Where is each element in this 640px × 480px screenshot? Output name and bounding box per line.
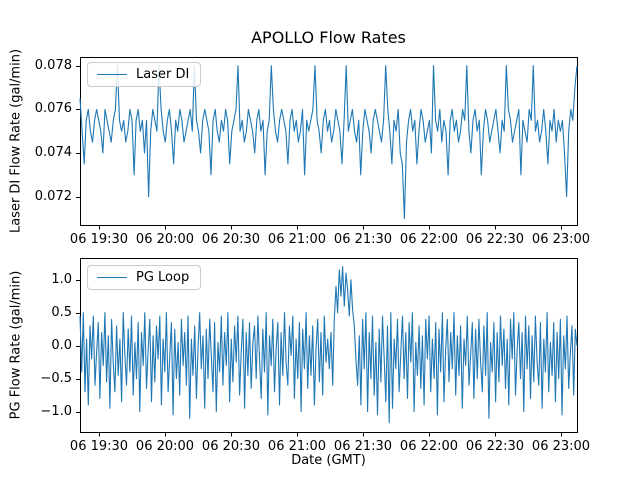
x-tick-label-laser-di: 06 22:30 bbox=[465, 232, 525, 247]
y-tick-label-pg-loop: −1.0 bbox=[40, 404, 72, 419]
legend-label: PG Loop bbox=[136, 270, 190, 285]
y-tick-label-laser-di: 0.078 bbox=[34, 58, 72, 73]
y-tick-label-laser-di: 0.076 bbox=[34, 101, 72, 116]
x-tick-label-laser-di: 06 20:00 bbox=[135, 232, 195, 247]
axes-frame-laser-di bbox=[80, 57, 578, 226]
x-tick-label-laser-di: 06 23:00 bbox=[531, 232, 591, 247]
y-tick-label-pg-loop: 0.5 bbox=[51, 305, 72, 320]
x-tick-label-laser-di: 06 19:30 bbox=[69, 232, 129, 247]
x-tick-label-pg-loop: 06 23:00 bbox=[531, 439, 591, 454]
x-tick-label-laser-di: 06 21:00 bbox=[267, 232, 327, 247]
x-tick-label-pg-loop: 06 21:30 bbox=[333, 439, 393, 454]
x-tick-label-laser-di: 06 20:30 bbox=[201, 232, 261, 247]
x-tick-label-pg-loop: 06 20:30 bbox=[201, 439, 261, 454]
x-tick-label-pg-loop: 06 20:00 bbox=[135, 439, 195, 454]
figure-title: APOLLO Flow Rates bbox=[251, 28, 406, 47]
legend-label: Laser DI bbox=[136, 67, 190, 82]
x-tick-label-pg-loop: 06 22:00 bbox=[399, 439, 459, 454]
legend-line-sample-icon bbox=[97, 277, 127, 278]
series-line-pg-loop bbox=[79, 266, 578, 424]
legend-line-sample-icon bbox=[97, 74, 127, 75]
x-tick-label-laser-di: 06 22:00 bbox=[399, 232, 459, 247]
legend-pg-loop: PG Loop bbox=[87, 265, 202, 290]
y-tick-label-pg-loop: 0.0 bbox=[51, 338, 72, 353]
series-line-laser-di bbox=[79, 65, 578, 220]
x-tick-label-laser-di: 06 21:30 bbox=[333, 232, 393, 247]
legend-laser-di: Laser DI bbox=[87, 62, 202, 87]
x-tick-label-pg-loop: 06 22:30 bbox=[465, 439, 525, 454]
x-axis-label: Date (GMT) bbox=[291, 453, 366, 468]
y-tick-label-laser-di: 0.074 bbox=[34, 145, 72, 160]
y-tick-label-pg-loop: −0.5 bbox=[40, 371, 72, 386]
y-tick-label-pg-loop: 1.0 bbox=[51, 272, 72, 287]
x-tick-label-pg-loop: 06 21:00 bbox=[267, 439, 327, 454]
x-tick-label-pg-loop: 06 19:30 bbox=[69, 439, 129, 454]
y-tick-label-laser-di: 0.072 bbox=[34, 189, 72, 204]
